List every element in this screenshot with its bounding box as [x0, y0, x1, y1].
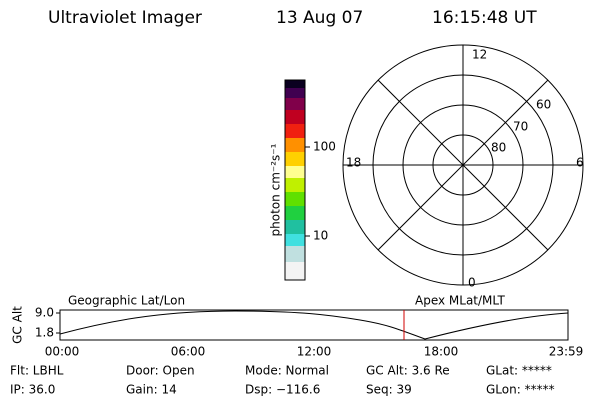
orbit-x-tick: 00:00	[45, 345, 80, 359]
instrument-title: Ultraviolet Imager	[48, 8, 202, 28]
polar-grid	[342, 44, 584, 286]
mlt-label: 6	[576, 156, 584, 170]
orbit-panel	[56, 309, 569, 341]
info-field: GC Alt: 3.6 Re	[366, 364, 450, 378]
colorbar-label: photon cm⁻²s⁻¹	[269, 143, 283, 236]
info-field: GLon: *****	[486, 383, 555, 397]
lat-label: 70	[513, 120, 528, 134]
colorbar-tick: 100	[313, 140, 336, 154]
lat-label: 60	[536, 98, 551, 112]
colorbar	[284, 79, 310, 281]
info-field: Flt: LBHL	[10, 364, 64, 378]
lat-label: 80	[491, 141, 506, 155]
colorbar-tick: 10	[313, 229, 328, 243]
orbit-left-title: Geographic Lat/Lon	[68, 294, 185, 308]
mlt-label: 12	[472, 48, 487, 62]
info-field: Mode: Normal	[245, 364, 329, 378]
info-field: Dsp: −116.6	[245, 383, 320, 397]
info-field: IP: 36.0	[10, 383, 55, 397]
orbit-x-tick: 23:59	[549, 345, 584, 359]
orbit-y-tick: 9.0	[35, 306, 54, 320]
orbit-x-tick: 18:00	[424, 345, 459, 359]
info-field: Door: Open	[126, 364, 195, 378]
mlt-label: 0	[468, 276, 476, 290]
time: 16:15:48 UT	[432, 8, 537, 28]
orbit-x-tick: 06:00	[171, 345, 206, 359]
info-field: Gain: 14	[126, 383, 177, 397]
date: 13 Aug 07	[276, 8, 363, 28]
info-field: Seq: 39	[366, 383, 412, 397]
orbit-right-title: Apex MLat/MLT	[415, 294, 505, 308]
mlt-label: 18	[346, 156, 361, 170]
orbit-y-label: GC Alt	[11, 306, 25, 344]
orbit-y-tick: 1.8	[35, 326, 54, 340]
info-field: GLat: *****	[486, 364, 552, 378]
orbit-x-tick: 12:00	[297, 345, 332, 359]
info-block: Flt: LBHL Door: Open Mode: Normal GC Alt: 3…	[10, 364, 555, 397]
